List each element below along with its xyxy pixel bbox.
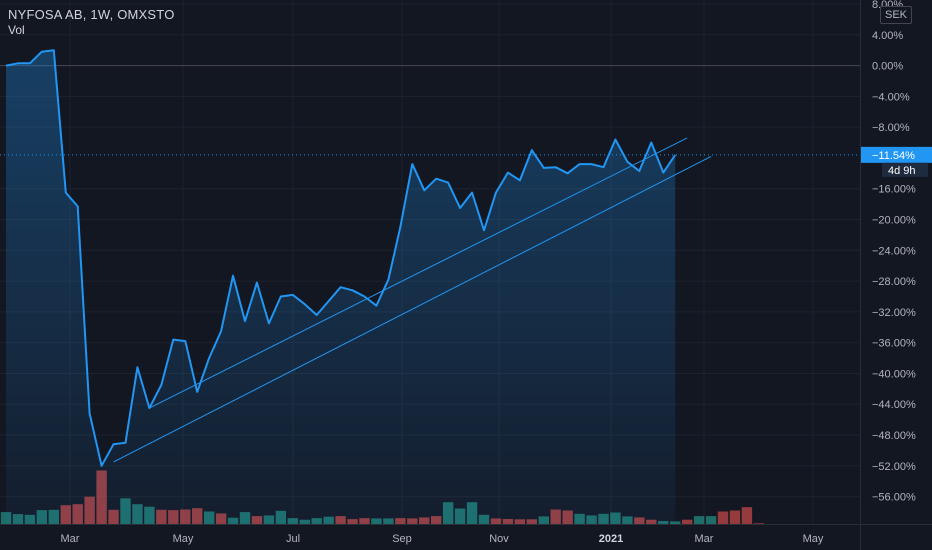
x-tick-label: Nov	[489, 533, 509, 545]
volume-bar	[741, 507, 753, 524]
volume-legend-label[interactable]: Vol	[8, 23, 25, 37]
y-tick-label: 8.00%	[872, 0, 903, 11]
volume-bar	[693, 516, 705, 524]
area-fill	[6, 50, 676, 524]
y-tick-label: −36.00%	[872, 338, 916, 350]
y-tick-label: 4.00%	[872, 30, 903, 42]
x-tick-label: Mar	[695, 533, 714, 545]
y-tick-label: 0.00%	[872, 61, 903, 73]
volume-bar	[729, 510, 741, 524]
y-tick-label: −56.00%	[872, 492, 916, 504]
trendline	[149, 137, 688, 409]
x-tick-label: May	[173, 533, 194, 545]
y-tick-label: −32.00%	[872, 307, 916, 319]
y-tick-label: −52.00%	[872, 461, 916, 473]
x-tick-label: 2021	[599, 533, 623, 545]
x-tick-label: Jul	[286, 533, 300, 545]
volume-bar	[753, 523, 765, 524]
volume-bar	[717, 511, 729, 524]
volume-bar	[681, 519, 693, 524]
volume-bar	[705, 516, 717, 524]
y-tick-label: −8.00%	[872, 122, 910, 134]
y-tick-label: −20.00%	[872, 215, 916, 227]
y-tick-label: −16.00%	[872, 184, 916, 196]
x-tick-label: Mar	[61, 533, 80, 545]
price-line	[5, 49, 677, 467]
symbol-title[interactable]: NYFOSA AB, 1W, OMXSTO	[8, 7, 175, 22]
last-value-label: −11.54%	[872, 150, 915, 162]
trendline	[113, 155, 712, 463]
countdown-badge	[882, 162, 928, 177]
y-tick-label: −44.00%	[872, 399, 916, 411]
y-tick-label: −48.00%	[872, 430, 916, 442]
volume-bar	[0, 512, 12, 524]
y-tick-label: −28.00%	[872, 276, 916, 288]
y-tick-label: −24.00%	[872, 245, 916, 257]
x-tick-label: Sep	[392, 533, 412, 545]
x-tick-label: May	[803, 533, 824, 545]
last-value-badge	[861, 146, 932, 163]
y-tick-label: −4.00%	[872, 91, 910, 103]
currency-badge[interactable]: SEK	[880, 6, 912, 24]
y-tick-label: −40.00%	[872, 368, 916, 380]
countdown-label: 4d 9h	[888, 165, 916, 177]
